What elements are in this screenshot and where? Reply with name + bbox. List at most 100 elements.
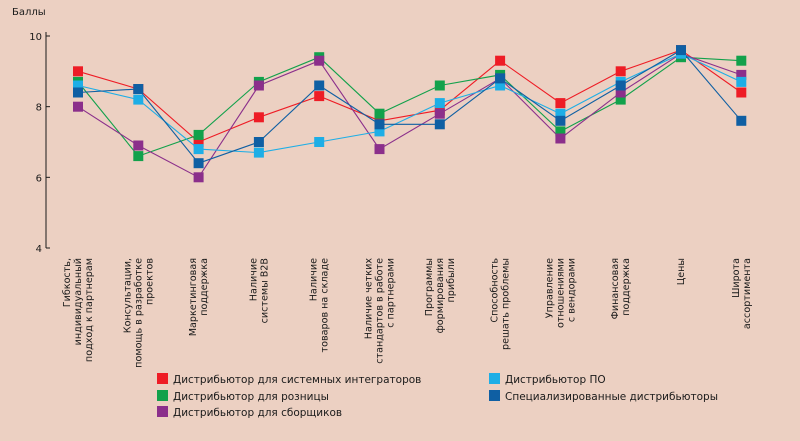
- legend-swatch: [157, 390, 168, 401]
- series-line-4: [77, 49, 742, 164]
- data-point-4-1: [133, 84, 144, 94]
- data-point-2-6: [434, 108, 445, 119]
- data-point-4-0: [73, 87, 83, 98]
- legend-label: Дистрибьютор ПО: [505, 374, 606, 386]
- legend-swatch: [489, 373, 500, 384]
- data-point-3-2: [193, 144, 204, 155]
- data-point-2-2: [193, 172, 204, 183]
- legend-item-2: Дистрибьютор для сборщиков: [157, 406, 342, 419]
- category-label-8: Управление отношениями с вендорами: [544, 258, 577, 328]
- y-tick-label: 8: [36, 103, 42, 114]
- legend-item-3: Дистрибьютор ПО: [489, 373, 606, 386]
- category-label-line: Финансовая: [610, 258, 621, 319]
- category-label-line: Широта: [731, 258, 742, 298]
- data-point-2-9: [615, 87, 626, 98]
- data-point-4-3: [253, 137, 264, 147]
- data-point-3-11: [736, 76, 747, 87]
- category-label-line: формирования: [435, 258, 446, 333]
- data-point-3-7: [495, 80, 506, 91]
- category-label-line: Маркетинговая: [188, 258, 199, 336]
- y-tick-label: 10: [29, 32, 42, 43]
- series-line-0: [77, 49, 742, 143]
- category-label-line: товаров на складе: [320, 258, 331, 353]
- data-point-2-4: [314, 55, 325, 66]
- data-point-1-2: [193, 129, 204, 140]
- legend-item-4: Специализированные дистрибьюторы: [489, 390, 718, 403]
- data-point-4-8: [555, 115, 566, 126]
- y-tick-label: 4: [36, 244, 42, 255]
- category-label-line: Наличие: [309, 258, 320, 301]
- data-point-0-11: [736, 87, 747, 98]
- data-point-1-11: [736, 55, 747, 66]
- legend-label: Дистрибьютор для розницы: [173, 391, 329, 403]
- category-labels: Гибкость, индивидуальный подход к партнера…: [62, 258, 753, 368]
- data-point-4-9: [615, 80, 626, 91]
- category-label-line: проектов: [144, 258, 155, 305]
- category-label-line: подход к партнерам: [84, 258, 95, 362]
- data-point-3-6: [434, 98, 445, 109]
- category-label-11: Широта ассортимента: [731, 258, 753, 329]
- legend-label: Дистрибьютор для сборщиков: [173, 407, 342, 419]
- data-point-3-3: [253, 147, 264, 158]
- category-label-line: индивидуальный: [73, 258, 84, 345]
- y-tick-label: 6: [36, 173, 42, 184]
- data-point-1-9: [615, 94, 626, 105]
- data-point-1-1: [133, 151, 144, 162]
- data-point-0-4: [314, 91, 325, 102]
- lines-layer: [77, 49, 742, 179]
- data-point-2-8: [555, 133, 566, 144]
- category-label-line: Консультации,: [122, 258, 133, 333]
- category-label-line: Способность: [490, 258, 501, 323]
- data-point-2-3: [253, 80, 264, 91]
- category-label-line: отношениями: [555, 258, 566, 328]
- data-point-3-0: [73, 80, 83, 91]
- category-label-9: Финансовая поддержка: [610, 258, 632, 319]
- legend-swatch: [489, 390, 500, 401]
- category-label-7: Способность решать проблемы: [490, 258, 512, 350]
- data-point-0-0: [73, 66, 83, 77]
- series-line-3: [77, 53, 742, 154]
- category-label-line: Управление: [544, 258, 555, 318]
- data-point-4-7: [495, 73, 506, 84]
- category-label-line: поддержка: [621, 258, 632, 316]
- category-label-line: Наличие четких: [364, 258, 375, 340]
- series-line-2: [77, 53, 742, 179]
- legend-swatch: [157, 373, 168, 384]
- category-label-line: Цены: [676, 258, 687, 285]
- data-point-0-3: [253, 112, 264, 123]
- series-line-1: [77, 56, 742, 157]
- data-point-3-5: [374, 126, 385, 137]
- data-point-3-8: [555, 108, 566, 119]
- legend: Дистрибьютор для системных интеграторов Д…: [157, 373, 718, 419]
- data-point-4-11: [736, 115, 747, 126]
- category-label-1: Консультации, помощь в разработке проектов: [122, 258, 155, 368]
- legend-swatch: [157, 406, 168, 417]
- category-label-3: Наличие системы B2B: [248, 258, 270, 324]
- axes-layer: Баллы 4 6 8 10: [12, 7, 50, 255]
- data-point-4-10: [676, 45, 686, 56]
- data-point-1-5: [374, 108, 385, 119]
- data-point-3-1: [133, 94, 144, 105]
- category-label-line: решать проблемы: [501, 258, 512, 350]
- data-point-2-0: [73, 101, 83, 112]
- data-point-0-9: [615, 66, 626, 77]
- data-point-1-8: [555, 126, 566, 137]
- category-label-line: Гибкость,: [62, 258, 73, 307]
- category-label-line: системы B2B: [259, 258, 270, 323]
- legend-item-0: Дистрибьютор для системных интеграторов: [157, 373, 421, 386]
- category-label-line: Наличие: [248, 258, 259, 301]
- data-point-2-5: [374, 144, 385, 155]
- category-label-line: стандартов в работе: [375, 258, 386, 364]
- category-label-line: помощь в разработке: [133, 258, 144, 368]
- data-point-2-11: [736, 69, 747, 80]
- data-point-0-2: [193, 137, 204, 147]
- category-label-line: с партнерами: [386, 258, 397, 328]
- data-point-0-7: [495, 55, 506, 66]
- category-label-5: Наличие четких стандартов в работе с партн…: [364, 258, 397, 364]
- category-label-10: Цены: [676, 258, 687, 285]
- y-axis-title: Баллы: [12, 7, 46, 18]
- data-point-0-8: [555, 98, 566, 109]
- category-label-line: поддержка: [199, 258, 210, 316]
